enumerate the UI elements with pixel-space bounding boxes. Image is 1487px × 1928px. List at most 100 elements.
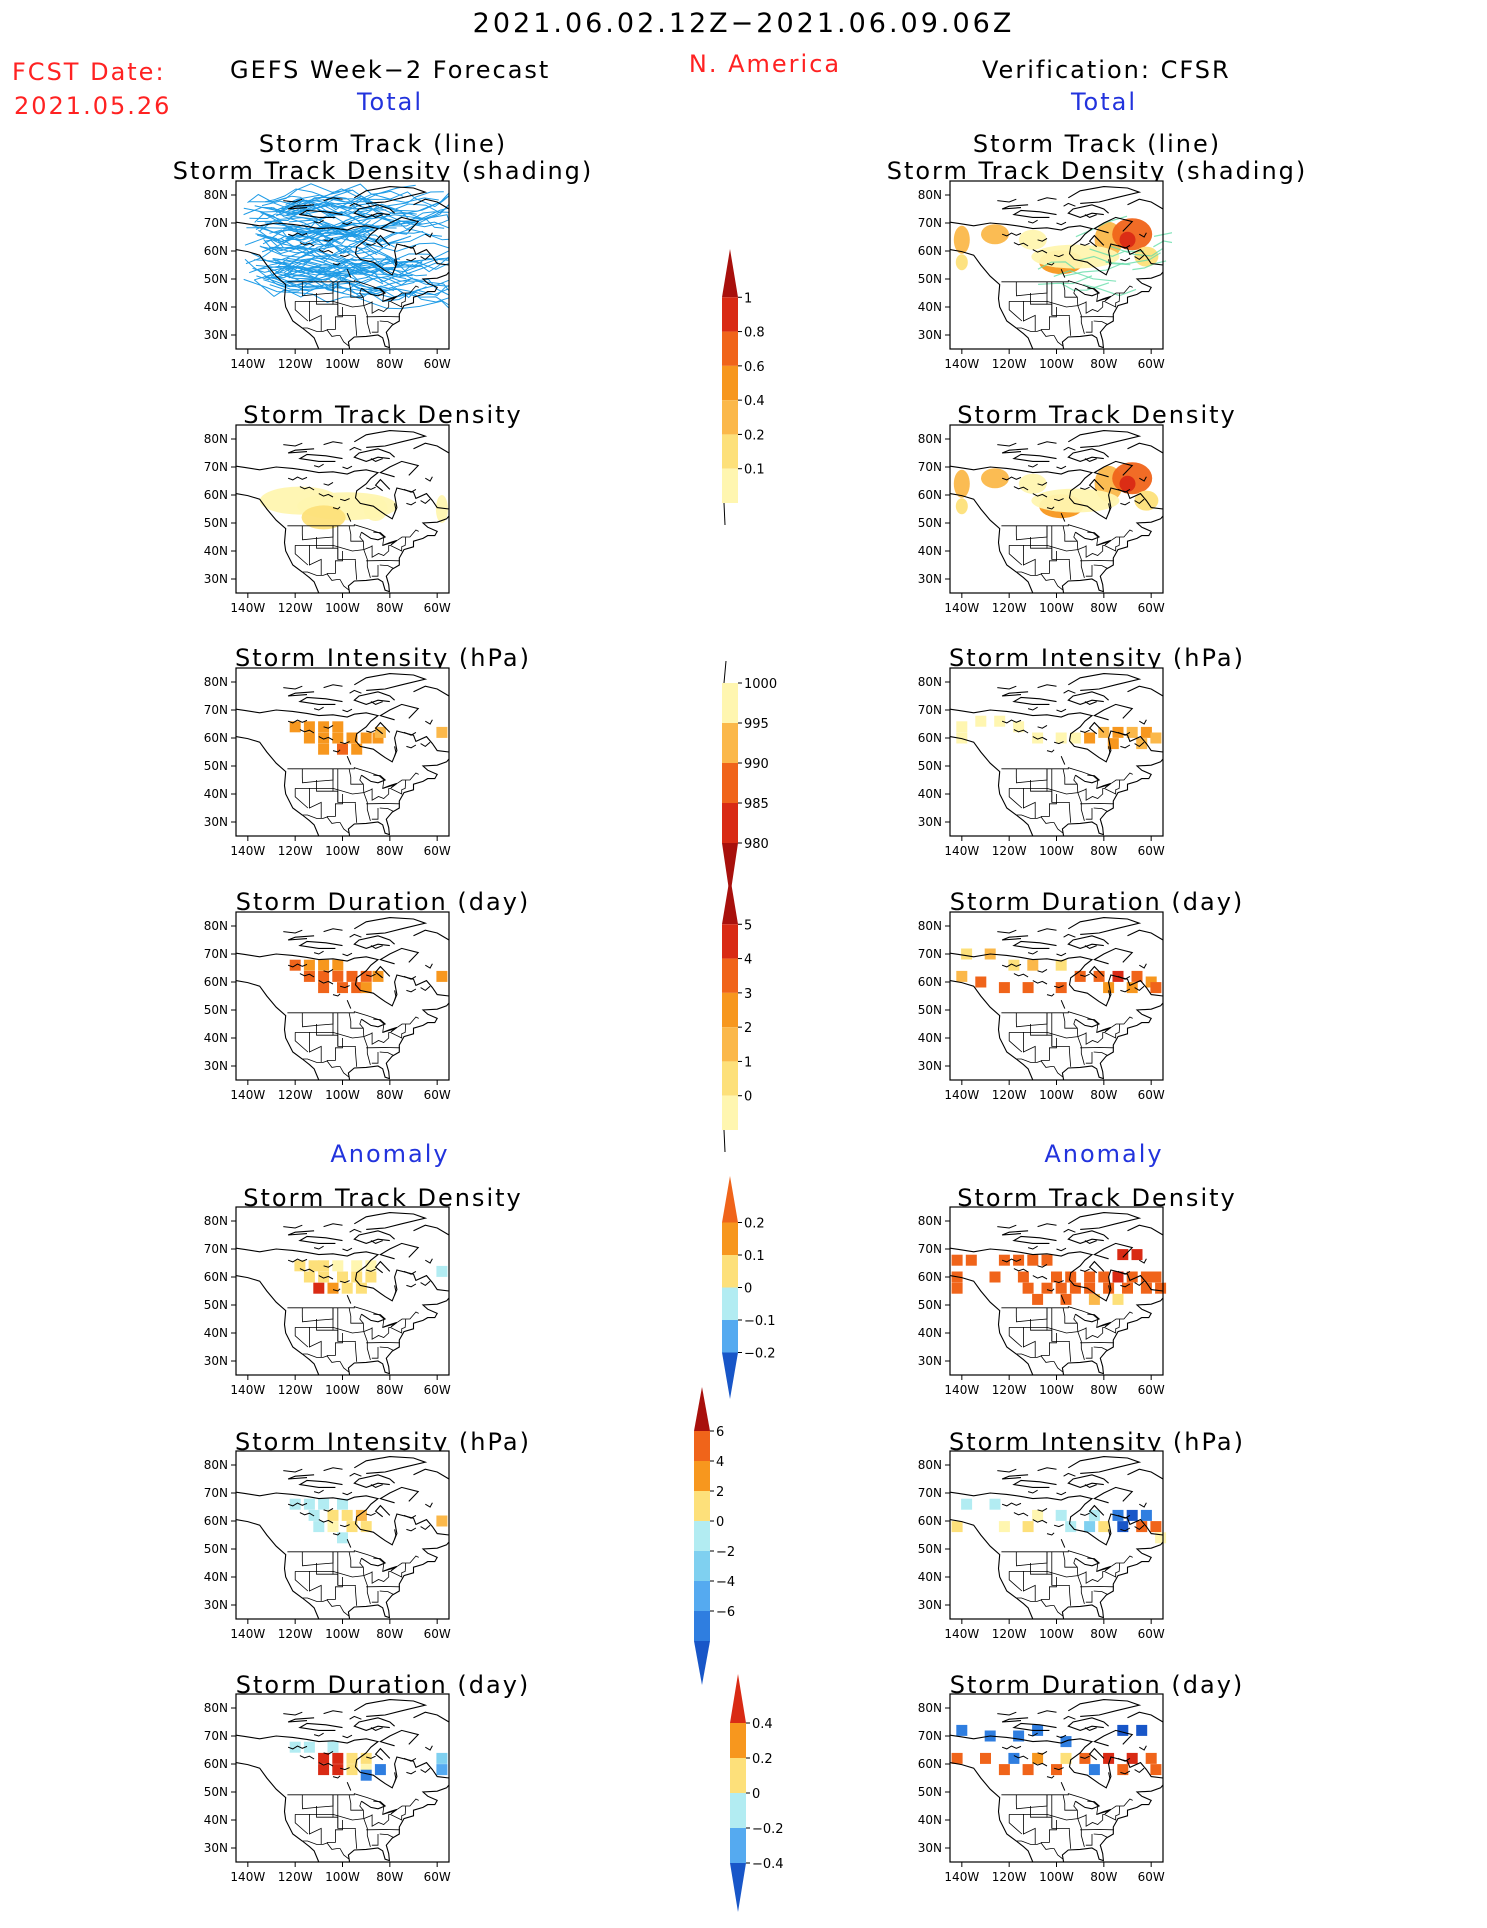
- lat-label: 70N: [918, 216, 942, 230]
- grid-cell: [332, 960, 343, 971]
- grid-cell: [1150, 982, 1161, 993]
- lon-label: 100W: [1039, 1870, 1074, 1884]
- lon-label: 120W: [992, 1627, 1027, 1641]
- lon-label: 60W: [1138, 844, 1165, 858]
- lon-label: 60W: [424, 357, 451, 371]
- colorbar-segment: [694, 1551, 710, 1581]
- lon-label: 120W: [278, 1088, 313, 1102]
- lat-label: 50N: [204, 272, 228, 286]
- lat-label: 60N: [918, 975, 942, 989]
- colorbar-label: 0.2: [744, 1217, 765, 1232]
- title-track-line-left: Storm Track (line): [163, 130, 603, 158]
- colorbar-label: 1: [744, 1055, 752, 1070]
- colorbar-segment: [722, 683, 738, 723]
- lon-label: 80W: [1090, 844, 1117, 858]
- grid-cell: [318, 744, 329, 755]
- lon-label: 140W: [944, 357, 979, 371]
- grid-cell: [1098, 1272, 1109, 1283]
- density-blob: [1031, 245, 1119, 269]
- lon-label: 80W: [376, 1627, 403, 1641]
- grid-cell: [1141, 1510, 1152, 1521]
- lon-label: 140W: [230, 1088, 265, 1102]
- colorbar-label: −4: [716, 1575, 735, 1590]
- grid-cell: [328, 1283, 339, 1294]
- grid-cell: [1070, 733, 1081, 744]
- colorbar-arrow: [722, 876, 738, 924]
- grid-cell: [304, 733, 315, 744]
- lon-label: 60W: [1138, 1383, 1165, 1397]
- colorbar-label: 5: [744, 918, 752, 933]
- lat-label: 50N: [204, 1003, 228, 1017]
- lat-label: 50N: [918, 272, 942, 286]
- colorbar-segment: [722, 1320, 738, 1353]
- density-blob: [1031, 489, 1119, 513]
- lat-label: 30N: [918, 572, 942, 586]
- lon-label: 140W: [944, 1627, 979, 1641]
- grid-cell: [318, 982, 329, 993]
- colorbar-segment: [730, 1758, 746, 1793]
- lat-label: 80N: [204, 675, 228, 689]
- grid-cell: [1051, 1272, 1062, 1283]
- grid-cell: [318, 971, 329, 982]
- lat-label: 60N: [204, 1270, 228, 1284]
- lon-label: 100W: [1039, 357, 1074, 371]
- grid-cell: [1018, 1272, 1029, 1283]
- lat-label: 80N: [204, 188, 228, 202]
- grid-cell: [999, 1255, 1010, 1266]
- grid-cell: [313, 1521, 324, 1532]
- grid-cell: [351, 744, 362, 755]
- lat-label: 40N: [204, 1326, 228, 1340]
- lon-label: 100W: [1039, 1088, 1074, 1102]
- colorbar-duration-anom: 0.40.20−0.2−0.4: [716, 1658, 806, 1928]
- lat-label: 40N: [918, 1813, 942, 1827]
- grid-cell: [1136, 1725, 1147, 1736]
- period-title: 2021.06.02.12Z−2021.06.09.06Z: [0, 8, 1487, 39]
- colorbar-segment: [722, 1061, 738, 1095]
- colorbar-segment: [722, 1223, 738, 1256]
- colorbar-label: 0: [744, 1090, 752, 1105]
- region-title: N. America: [0, 50, 1487, 78]
- lon-label: 100W: [325, 1627, 360, 1641]
- colorbar-segment: [694, 1521, 710, 1551]
- lat-label: 80N: [918, 1214, 942, 1228]
- colorbar-segment: [722, 366, 738, 400]
- lon-label: 60W: [424, 1088, 451, 1102]
- grid-cell: [1155, 1283, 1166, 1294]
- lat-label: 70N: [918, 1242, 942, 1256]
- grid-cell: [952, 1255, 963, 1266]
- colorbar-segment: [722, 469, 738, 503]
- grid-cell: [328, 1742, 339, 1753]
- lat-label: 50N: [204, 516, 228, 530]
- right-total-label: Total: [904, 88, 1304, 116]
- lon-label: 120W: [992, 357, 1027, 371]
- lon-label: 120W: [992, 1870, 1027, 1884]
- lat-label: 60N: [918, 244, 942, 258]
- lat-label: 50N: [204, 759, 228, 773]
- colorbar-arrow: [722, 249, 738, 297]
- colorbar-label: −6: [716, 1605, 735, 1620]
- lat-label: 60N: [204, 244, 228, 258]
- lat-label: 30N: [918, 328, 942, 342]
- density-blob: [981, 224, 1009, 244]
- grid-cell: [975, 716, 986, 727]
- grid-cell: [328, 1510, 339, 1521]
- grid-cell: [337, 744, 348, 755]
- lon-label: 80W: [376, 601, 403, 615]
- lat-label: 40N: [918, 544, 942, 558]
- density-blob: [981, 468, 1009, 488]
- density-blob: [956, 254, 968, 270]
- colorbar-segment: [722, 803, 738, 843]
- lat-label: 70N: [204, 703, 228, 717]
- lat-label: 60N: [204, 1757, 228, 1771]
- density-blob: [1019, 474, 1047, 494]
- lon-label: 60W: [424, 844, 451, 858]
- grid-cell: [952, 1283, 963, 1294]
- lon-label: 60W: [424, 601, 451, 615]
- colorbar-arrow: [694, 1387, 710, 1431]
- colorbar-label: 0.1: [744, 463, 765, 478]
- lat-label: 60N: [918, 1757, 942, 1771]
